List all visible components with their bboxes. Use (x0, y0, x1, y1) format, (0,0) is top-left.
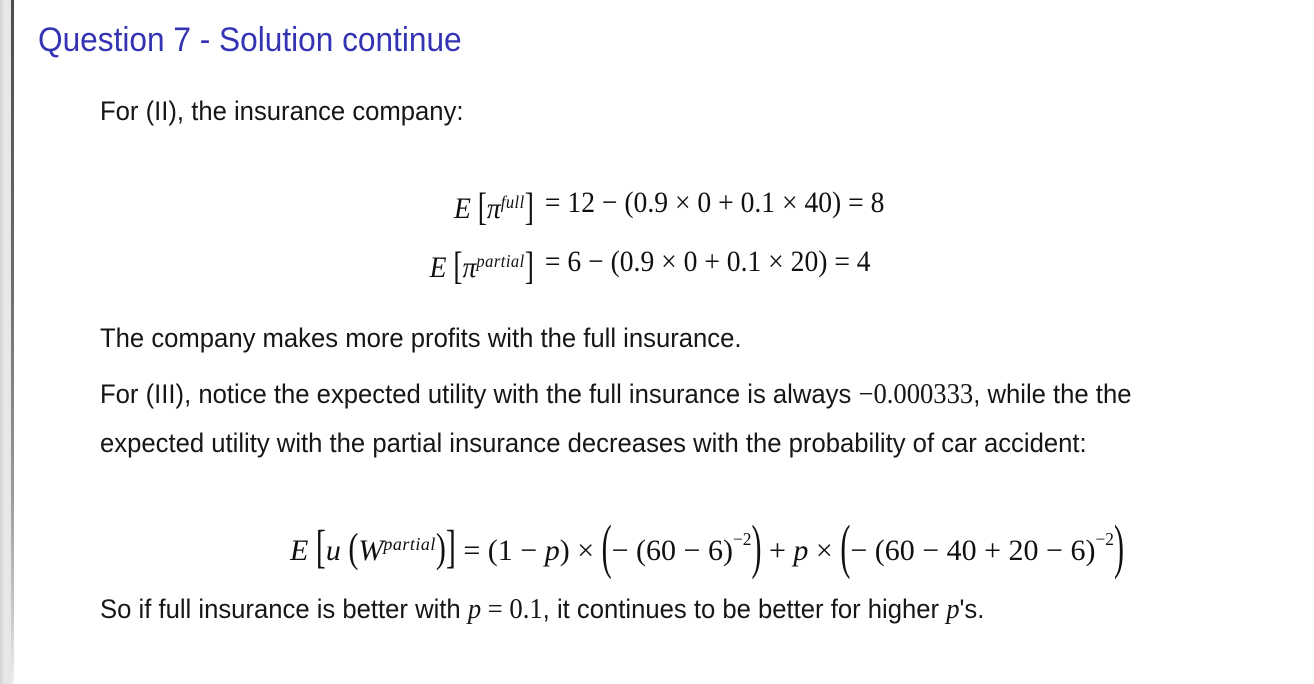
profit-equations-block: E [πfull] = 12 − (0.9 × 0 + 0.1 × 40) = … (53, 176, 1262, 294)
big-left-paren: ( (601, 514, 612, 581)
math-exponent: −2 (732, 529, 752, 549)
math-value: −0.000333 (858, 379, 974, 410)
equation-full-profit-rhs: = 12 − (0.9 × 0 + 0.1 × 40) = 8 (544, 186, 885, 219)
paragraph-company-profits: The company makes more profits with the … (100, 318, 775, 358)
text-segment: , it continues to be better for higher (542, 594, 947, 624)
paragraph-text: The company makes more profits with the … (100, 323, 742, 353)
right-bracket: ] (524, 244, 534, 289)
math-pi: π (486, 191, 501, 225)
math-superscript-full: full (500, 192, 525, 212)
text-segment: , while the the (973, 379, 1132, 409)
right-paren: ) (435, 525, 446, 572)
left-bracket: [ (315, 521, 326, 573)
right-bracket: ] (524, 185, 534, 230)
page-edge-strip (0, 0, 11, 684)
math-term: − (60 − 6) (611, 533, 733, 567)
math-p: p (544, 533, 560, 567)
math-exponent: −2 (1095, 529, 1114, 549)
left-paren: ( (348, 525, 359, 572)
math-W: W (358, 533, 384, 567)
right-bracket: ] (445, 521, 456, 573)
math-term: ) × (559, 533, 602, 567)
big-left-paren: ( (840, 514, 851, 581)
math-superscript-partial: partial (476, 250, 525, 271)
text-segment: expected utility with the partial insura… (100, 428, 1087, 458)
plus-sign: + (761, 533, 794, 567)
equation-partial-profit-lhs: E [πpartial] (430, 235, 534, 294)
math-value: = 0.1 (481, 594, 543, 625)
math-E: E (453, 191, 471, 225)
math-E: E (429, 250, 447, 284)
slide-title: Question 7 - Solution continue (38, 16, 494, 64)
math-pi: π (462, 250, 477, 284)
big-right-paren: ) (1113, 514, 1124, 581)
equals-sign: = (463, 533, 481, 567)
paragraph-text: For (II), the insurance company: (100, 96, 464, 126)
math-term: (1 − (487, 533, 545, 567)
paragraph-line-1: For (III), notice the expected utility w… (100, 370, 1186, 419)
paragraph-conclusion: So if full insurance is better with p = … (100, 589, 1031, 630)
page-edge-line (11, 0, 14, 684)
math-p: p (467, 594, 482, 625)
math-E: E (290, 533, 309, 567)
expected-utility-equation: E [u (Wpartial)] = (1 − p) × (− (60 − 6)… (100, 480, 1314, 610)
text-segment: For (III), notice the expected utility w… (100, 379, 859, 409)
equation-partial-profit-rhs: = 6 − (0.9 × 0 + 0.1 × 20) = 4 (544, 244, 871, 278)
paragraph-line-2: expected utility with the partial insura… (100, 419, 1186, 468)
slide-title-text: Question 7 - Solution continue (38, 21, 462, 59)
text-segment: 's. (959, 594, 985, 624)
math-p: p (793, 533, 809, 567)
math-p: p (946, 594, 960, 625)
big-right-paren: ) (751, 514, 762, 581)
paragraph-expected-utility: For (III), notice the expected utility w… (100, 370, 1186, 468)
left-bracket: [ (477, 185, 487, 230)
math-u: u (325, 533, 341, 567)
paragraph-insurance-company: For (II), the insurance company: (100, 91, 483, 131)
math-superscript-partial: partial (383, 533, 436, 554)
times-sign: × (808, 533, 841, 567)
math-term: − (60 − 40 + 20 − 6) (850, 533, 1096, 567)
text-segment: So if full insurance is better with (100, 594, 468, 624)
left-bracket: [ (453, 244, 463, 289)
equation-full-profit-lhs: E [πfull] (430, 176, 534, 235)
